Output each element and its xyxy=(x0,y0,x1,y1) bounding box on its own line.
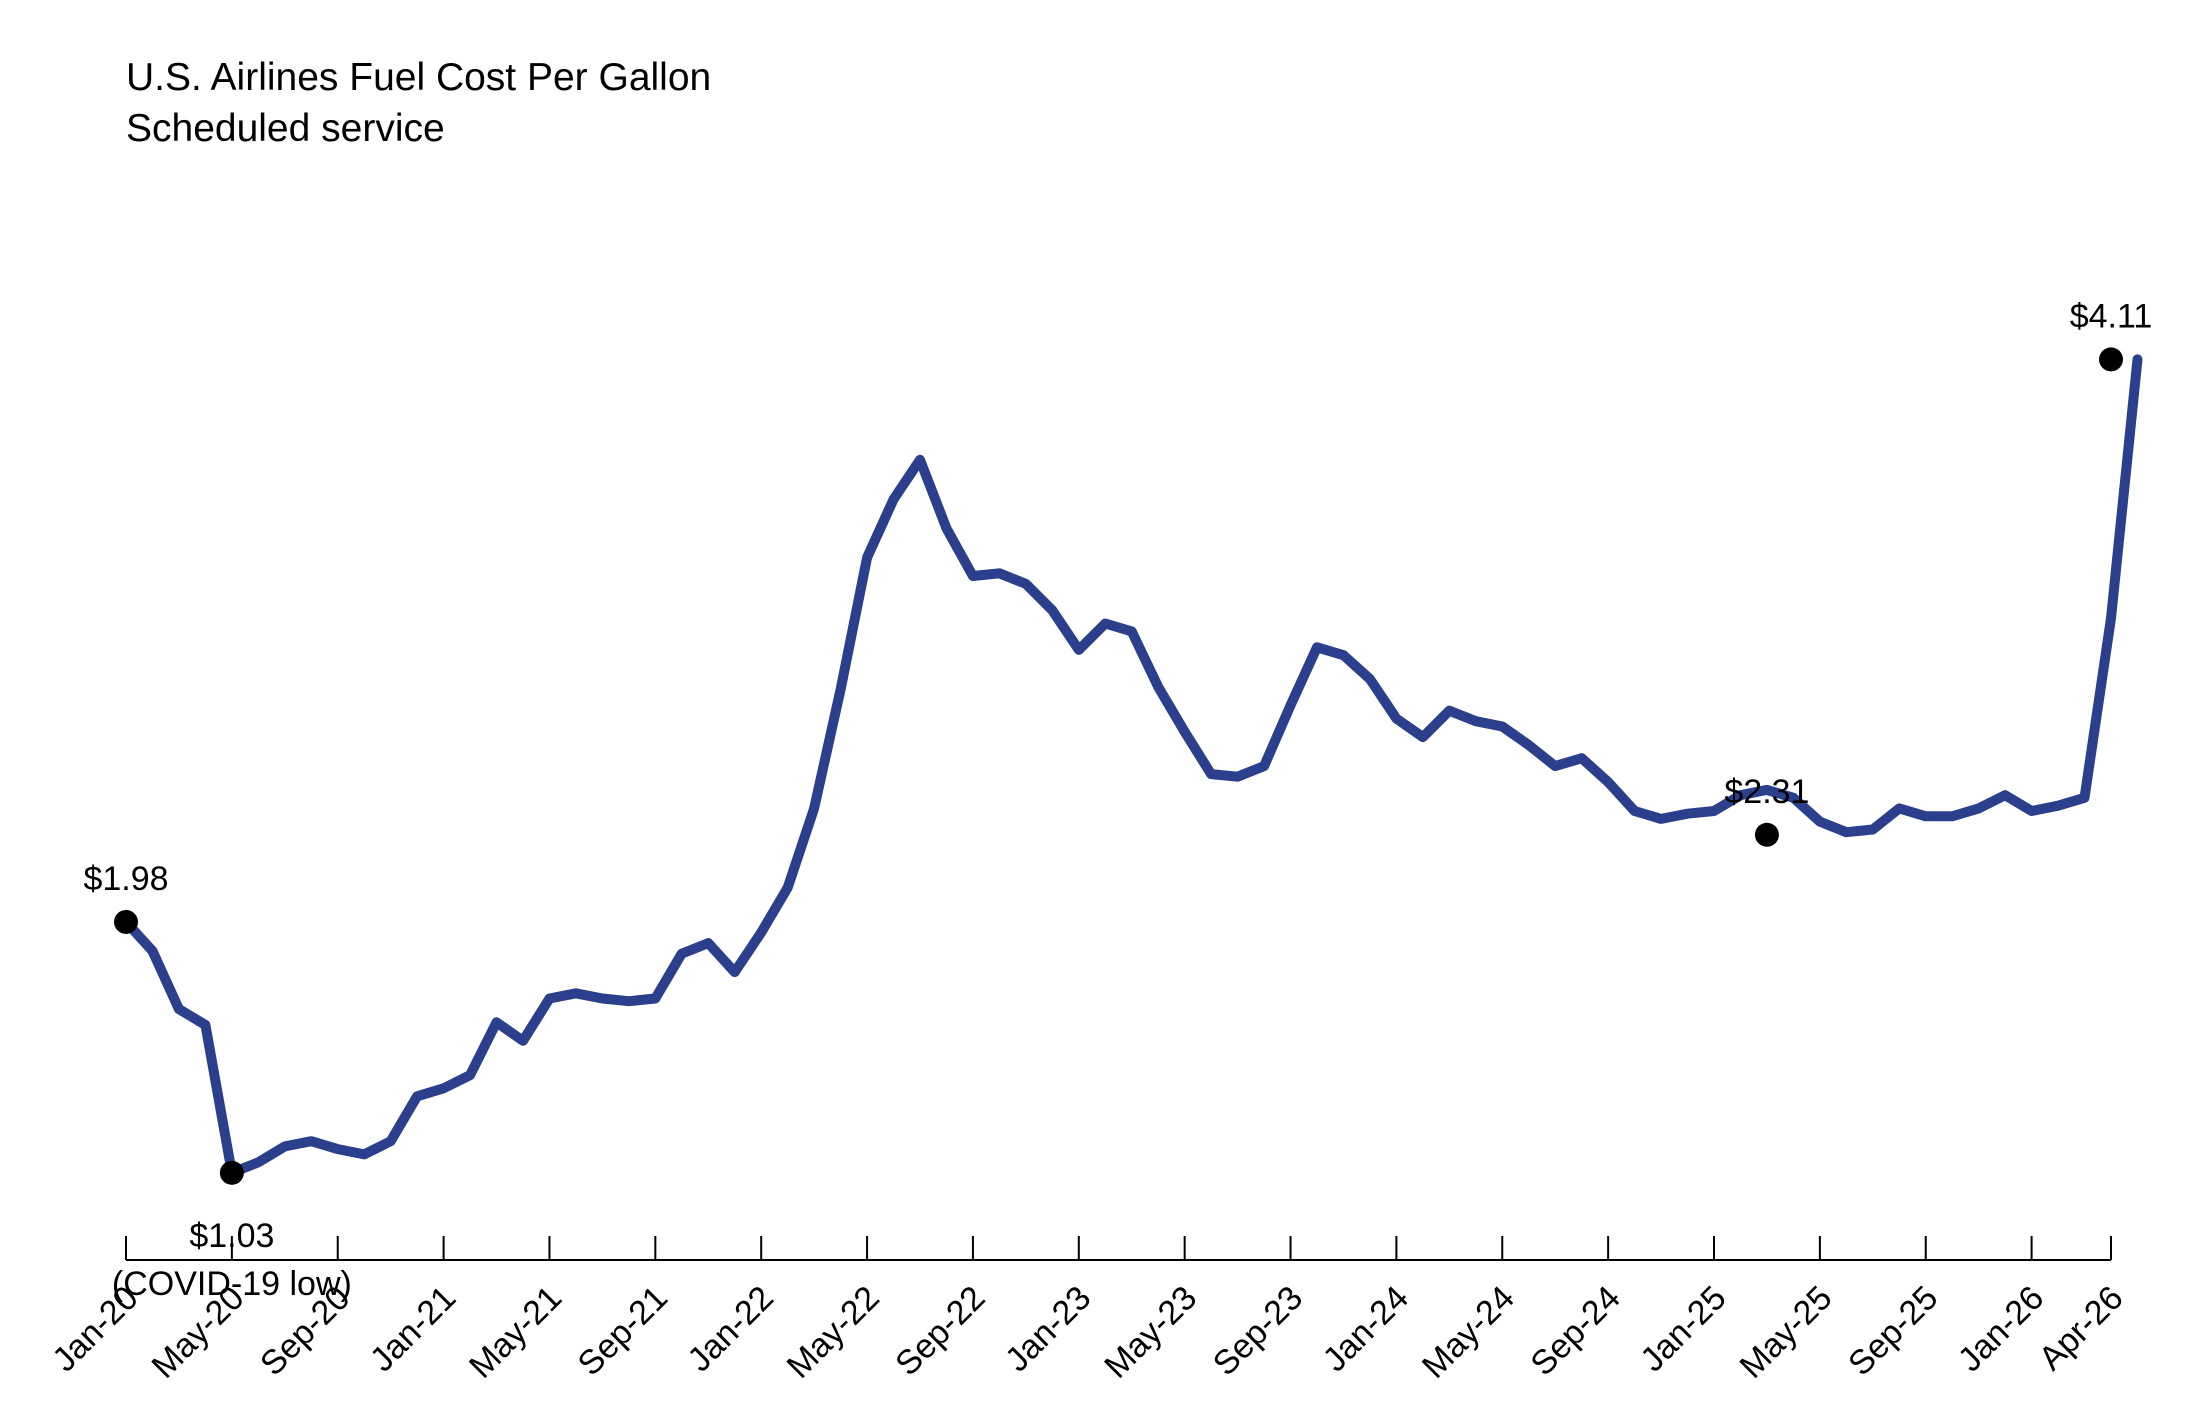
annotation-marker xyxy=(1754,822,1779,847)
annotation-label: $1.03 xyxy=(189,1217,274,1255)
annotation-marker xyxy=(2099,347,2123,372)
x-tick-label: Sep-23 xyxy=(1206,1279,1310,1383)
annotation-label: $1.98 xyxy=(83,860,168,898)
x-tick-label: Sep-24 xyxy=(1523,1279,1627,1383)
annotation-labels: $1.98 $1.03 (COVID-19 low) $2.31 $4.11 xyxy=(83,297,2152,1302)
chart-subtitle: Scheduled service xyxy=(126,107,445,150)
x-tick-label: Apr-26 xyxy=(2032,1279,2131,1378)
annotation-marker xyxy=(219,1160,244,1185)
x-tick-label: Sep-21 xyxy=(571,1279,675,1383)
annotation-marker xyxy=(114,909,138,934)
x-tick-label: Sep-22 xyxy=(888,1279,992,1383)
x-tick-label: Jan-26 xyxy=(1951,1279,2051,1379)
x-tick-label: Sep-25 xyxy=(1841,1279,1945,1383)
annotation-markers xyxy=(114,347,2123,1185)
x-tick-label: Jan-21 xyxy=(363,1279,463,1379)
annotation-label: $2.31 xyxy=(1724,773,1809,811)
chart-title: U.S. Airlines Fuel Cost Per Gallon xyxy=(126,56,711,99)
x-axis-ticks xyxy=(125,1236,2112,1260)
x-tick-label: May-24 xyxy=(1415,1279,1522,1386)
x-tick-label: May-21 xyxy=(462,1279,569,1386)
annotation-note: (COVID-19 low) xyxy=(112,1265,352,1303)
x-tick-label: Jan-23 xyxy=(998,1279,1098,1379)
x-tick-label: Jan-24 xyxy=(1316,1279,1416,1379)
x-tick-label: May-22 xyxy=(780,1279,887,1386)
x-tick-label: Jan-25 xyxy=(1633,1279,1733,1379)
x-tick-label: Jan-22 xyxy=(680,1279,780,1379)
annotation-label: $4.11 xyxy=(2070,297,2153,335)
x-tick-label: May-25 xyxy=(1732,1279,1839,1386)
series-line-fuel-cost xyxy=(121,354,2143,1178)
x-tick-label: May-23 xyxy=(1097,1279,1204,1386)
